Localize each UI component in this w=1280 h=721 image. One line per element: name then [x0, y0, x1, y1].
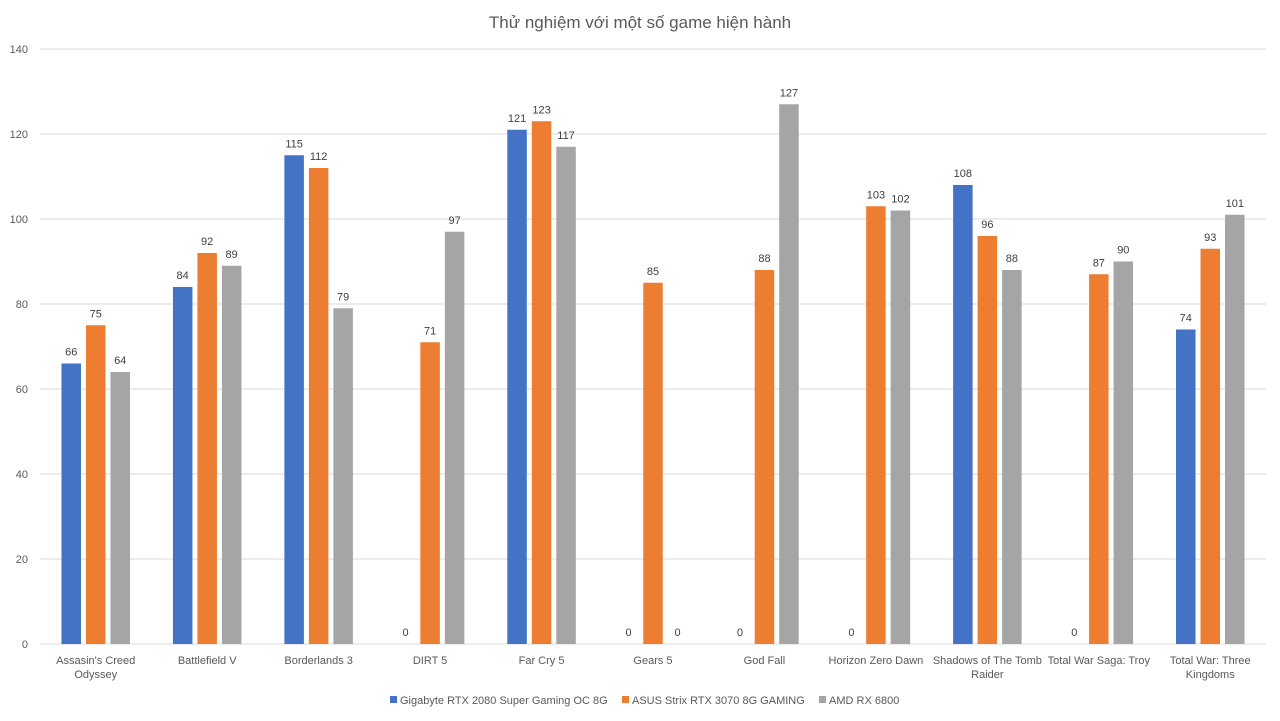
category-label: Assasin's Creed — [56, 655, 135, 667]
data-label: 127 — [780, 87, 798, 99]
data-label: 75 — [90, 308, 102, 320]
category-label: Borderlands 3 — [284, 655, 353, 667]
data-label: 66 — [65, 347, 77, 359]
bar — [977, 236, 998, 644]
category-label: DIRT 5 — [413, 655, 447, 667]
data-label: 87 — [1093, 257, 1105, 269]
data-label: 79 — [337, 291, 349, 303]
bar — [221, 265, 242, 644]
category-label: Total War Saga: Troy — [1048, 655, 1151, 667]
data-label: 89 — [226, 249, 238, 261]
bar — [779, 104, 799, 644]
bar — [1176, 329, 1196, 644]
category-label: Far Cry 5 — [519, 655, 565, 667]
category-label: Shadows of The Tomb — [933, 655, 1042, 667]
category-label: Raider — [971, 669, 1004, 681]
data-label: 101 — [1226, 198, 1244, 210]
bar — [1113, 261, 1134, 644]
legend-swatch — [390, 696, 397, 703]
category-label: Battlefield V — [178, 655, 237, 667]
data-label: 0 — [1071, 627, 1077, 639]
data-label: 88 — [1006, 253, 1018, 265]
data-label: 0 — [674, 627, 680, 639]
bar — [643, 282, 663, 644]
legend-label: AMD RX 6800 — [829, 695, 899, 707]
data-label: 0 — [403, 627, 409, 639]
bar — [333, 308, 353, 644]
bar — [1200, 248, 1221, 644]
bar — [556, 146, 576, 644]
category-label: God Fall — [744, 655, 786, 667]
bar — [308, 168, 329, 644]
data-label: 92 — [201, 236, 213, 248]
category-label: Horizon Zero Dawn — [829, 655, 924, 667]
bar — [754, 270, 775, 644]
data-label: 93 — [1204, 232, 1216, 244]
data-label: 88 — [758, 253, 770, 265]
legend-label: Gigabyte RTX 2080 Super Gaming OC 8G — [400, 695, 608, 707]
legend-swatch — [819, 696, 826, 703]
data-label: 102 — [891, 194, 909, 206]
y-tick-label: 40 — [16, 469, 28, 481]
data-label: 103 — [867, 189, 885, 201]
bar — [953, 185, 973, 644]
category-label: Gears 5 — [633, 655, 672, 667]
data-label: 117 — [557, 130, 575, 142]
y-tick-label: 0 — [22, 639, 28, 651]
y-tick-label: 80 — [16, 299, 28, 311]
bar — [61, 363, 81, 644]
category-label: Kingdoms — [1186, 669, 1235, 681]
data-label: 0 — [625, 627, 631, 639]
legend-swatch — [622, 696, 629, 703]
data-label: 115 — [285, 138, 303, 150]
category-label: Total War: Three — [1170, 655, 1251, 667]
chart-title: Thử nghiệm với một số game hiện hành — [489, 13, 791, 32]
y-axis-ticks: 0 20 40 60 80 100 120 140 — [10, 44, 28, 651]
bar — [197, 253, 217, 644]
bar — [1089, 274, 1109, 644]
data-label: 0 — [737, 627, 743, 639]
bar — [85, 325, 106, 644]
bar — [110, 372, 130, 644]
bar — [890, 210, 911, 644]
y-tick-label: 120 — [10, 129, 28, 141]
bars — [61, 104, 1245, 644]
category-label: Odyssey — [74, 669, 117, 681]
data-label: 121 — [508, 113, 526, 125]
data-label: 84 — [177, 270, 189, 282]
y-tick-label: 60 — [16, 384, 28, 396]
bar — [866, 206, 886, 644]
data-label: 71 — [424, 325, 436, 337]
data-label: 90 — [1117, 245, 1129, 257]
legend: Gigabyte RTX 2080 Super Gaming OC 8G ASUS… — [390, 695, 899, 707]
y-tick-label: 100 — [10, 214, 28, 226]
bar — [531, 121, 552, 644]
data-label: 97 — [448, 215, 460, 227]
bar — [420, 342, 440, 644]
legend-label: ASUS Strix RTX 3070 8G GAMING — [632, 695, 805, 707]
x-axis-categories: Assasin's Creed Odyssey Battlefield V Borde… — [56, 655, 1250, 681]
data-label: 96 — [981, 219, 993, 231]
data-labels: 66 75 64 84 92 89 115 112 79 0 71 97 121 123 117 0 85 0 0 8… — [65, 87, 1244, 639]
data-label: 108 — [954, 168, 972, 180]
data-label: 0 — [848, 627, 854, 639]
bar — [507, 129, 527, 644]
bar — [284, 155, 304, 644]
bar — [172, 287, 193, 644]
y-tick-label: 140 — [10, 44, 28, 56]
data-label: 64 — [114, 355, 126, 367]
bar — [1225, 214, 1245, 644]
bar — [444, 231, 465, 644]
bar — [1002, 270, 1022, 644]
data-label: 112 — [310, 151, 328, 163]
data-label: 85 — [647, 266, 659, 278]
y-tick-label: 20 — [16, 554, 28, 566]
data-label: 123 — [532, 104, 550, 116]
data-label: 74 — [1180, 313, 1192, 325]
